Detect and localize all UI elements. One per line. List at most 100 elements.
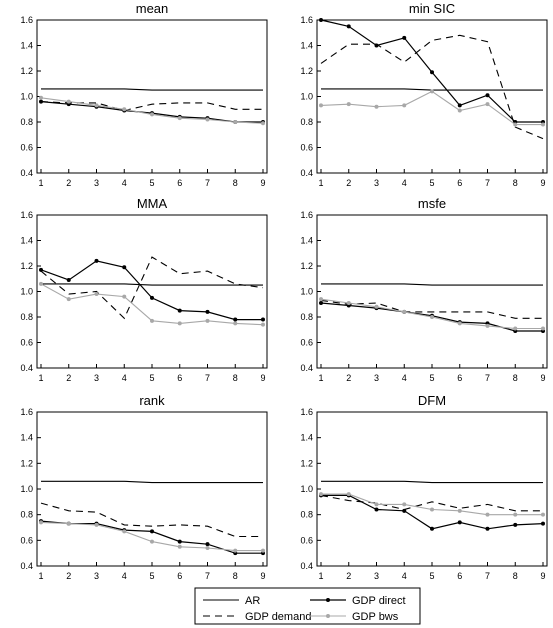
- point-gdp-bws: [374, 104, 379, 109]
- y-tick-label: 0.4: [20, 561, 33, 571]
- point-gdp-bws: [346, 300, 351, 305]
- y-tick-label: 0.4: [300, 561, 313, 571]
- point-gdp-direct: [485, 93, 490, 98]
- x-tick-label: 7: [485, 178, 490, 188]
- plot-frame: [316, 411, 548, 567]
- series-line-ar: [41, 88, 263, 91]
- y-tick-label: 0.6: [20, 338, 33, 348]
- y-tick-label: 1.6: [300, 407, 313, 417]
- y-tick-label: 0.4: [300, 168, 313, 178]
- point-gdp-direct: [261, 317, 265, 322]
- x-tick-label: 2: [346, 571, 351, 581]
- series-line-gdp-direct: [321, 494, 544, 530]
- point-gdp-bws: [402, 502, 407, 507]
- y-tick-label: 1.4: [20, 236, 33, 246]
- y-tick-label: 0.8: [300, 312, 313, 322]
- x-tick-label: 4: [402, 178, 407, 188]
- series-line-ar: [321, 480, 543, 484]
- point-gdp-bws: [261, 121, 265, 126]
- x-tick-label: 6: [177, 178, 182, 188]
- x-tick-label: 3: [374, 373, 379, 383]
- x-tick-label: 5: [149, 571, 154, 581]
- y-tick-label: 1.2: [300, 261, 313, 271]
- point-gdp-direct: [150, 295, 154, 300]
- x-tick-label: 4: [122, 373, 127, 383]
- y-tick-label: 1.6: [20, 15, 33, 25]
- point-gdp-bws: [346, 102, 351, 107]
- y-tick-label: 1.0: [20, 92, 33, 102]
- point-gdp-direct: [457, 103, 462, 108]
- point-gdp-bws: [319, 103, 323, 108]
- x-tick-label: 8: [233, 178, 238, 188]
- x-tick-label: 4: [402, 373, 407, 383]
- x-tick-label: 8: [513, 373, 518, 383]
- legend-label-gdp-direct: GDP direct: [352, 595, 406, 607]
- series-line-ar: [41, 480, 263, 484]
- x-tick-label: 7: [205, 571, 210, 581]
- y-tick-label: 0.4: [20, 363, 33, 373]
- legend-label-gdp-demand: GDP demand: [245, 611, 311, 623]
- y-tick-label: 0.8: [300, 510, 313, 520]
- point-gdp-bws: [402, 309, 407, 314]
- point-gdp-bws: [150, 318, 154, 323]
- y-tick-label: 1.2: [300, 66, 313, 76]
- x-tick-label: 4: [122, 178, 127, 188]
- y-tick-label: 0.8: [300, 117, 313, 127]
- x-tick-label: 2: [346, 178, 351, 188]
- point-gdp-bws: [485, 102, 490, 107]
- y-tick-label: 0.8: [20, 510, 33, 520]
- x-tick-label: 1: [38, 373, 43, 383]
- x-tick-label: 8: [513, 571, 518, 581]
- point-gdp-direct: [374, 507, 379, 512]
- y-tick-label: 0.4: [20, 168, 33, 178]
- series-line-gdp-demand: [320, 34, 544, 140]
- x-tick-label: 2: [66, 373, 71, 383]
- point-gdp-direct: [150, 529, 154, 534]
- point-gdp-bws: [485, 512, 490, 517]
- y-tick-label: 1.6: [300, 15, 313, 25]
- point-gdp-bws: [177, 116, 182, 121]
- point-gdp-bws: [177, 544, 182, 549]
- series-line-gdp-bws: [321, 493, 543, 516]
- y-tick-label: 1.2: [20, 261, 33, 271]
- series-line-gdp-demand: [40, 502, 263, 538]
- point-gdp-direct: [541, 521, 545, 526]
- point-gdp-bws: [261, 548, 265, 553]
- point-gdp-bws: [541, 326, 545, 331]
- panel-title: min SIC: [409, 1, 455, 16]
- y-tick-label: 1.4: [20, 433, 33, 443]
- y-tick-label: 0.6: [20, 535, 33, 545]
- y-tick-label: 0.6: [300, 338, 313, 348]
- point-gdp-direct: [233, 317, 238, 322]
- x-tick-label: 7: [485, 571, 490, 581]
- x-tick-label: 3: [94, 571, 99, 581]
- point-gdp-bws: [66, 99, 71, 104]
- point-gdp-direct: [177, 539, 182, 544]
- x-tick-label: 3: [94, 373, 99, 383]
- x-tick-label: 9: [260, 373, 265, 383]
- point-gdp-direct: [39, 267, 43, 272]
- y-tick-label: 1.2: [20, 66, 33, 76]
- point-gdp-bws: [205, 546, 210, 551]
- y-tick-label: 1.6: [300, 210, 313, 220]
- point-gdp-bws: [430, 507, 434, 512]
- x-tick-label: 1: [38, 178, 43, 188]
- x-tick-label: 6: [177, 571, 182, 581]
- x-tick-label: 1: [318, 178, 323, 188]
- point-gdp-bws: [39, 281, 43, 286]
- point-gdp-bws: [205, 117, 210, 122]
- y-tick-label: 1.2: [20, 458, 33, 468]
- point-gdp-bws: [122, 529, 127, 534]
- point-gdp-bws: [39, 95, 43, 100]
- x-tick-label: 7: [485, 373, 490, 383]
- point-gdp-bws: [261, 322, 265, 327]
- x-tick-label: 1: [38, 571, 43, 581]
- point-gdp-bws: [457, 321, 462, 326]
- series-line-ar: [321, 283, 543, 286]
- y-tick-label: 1.0: [300, 92, 313, 102]
- y-tick-label: 1.6: [20, 210, 33, 220]
- x-tick-label: 5: [149, 373, 154, 383]
- legend-marker-gdp-bws: [326, 614, 330, 618]
- point-gdp-bws: [430, 89, 434, 94]
- point-gdp-direct: [39, 99, 43, 104]
